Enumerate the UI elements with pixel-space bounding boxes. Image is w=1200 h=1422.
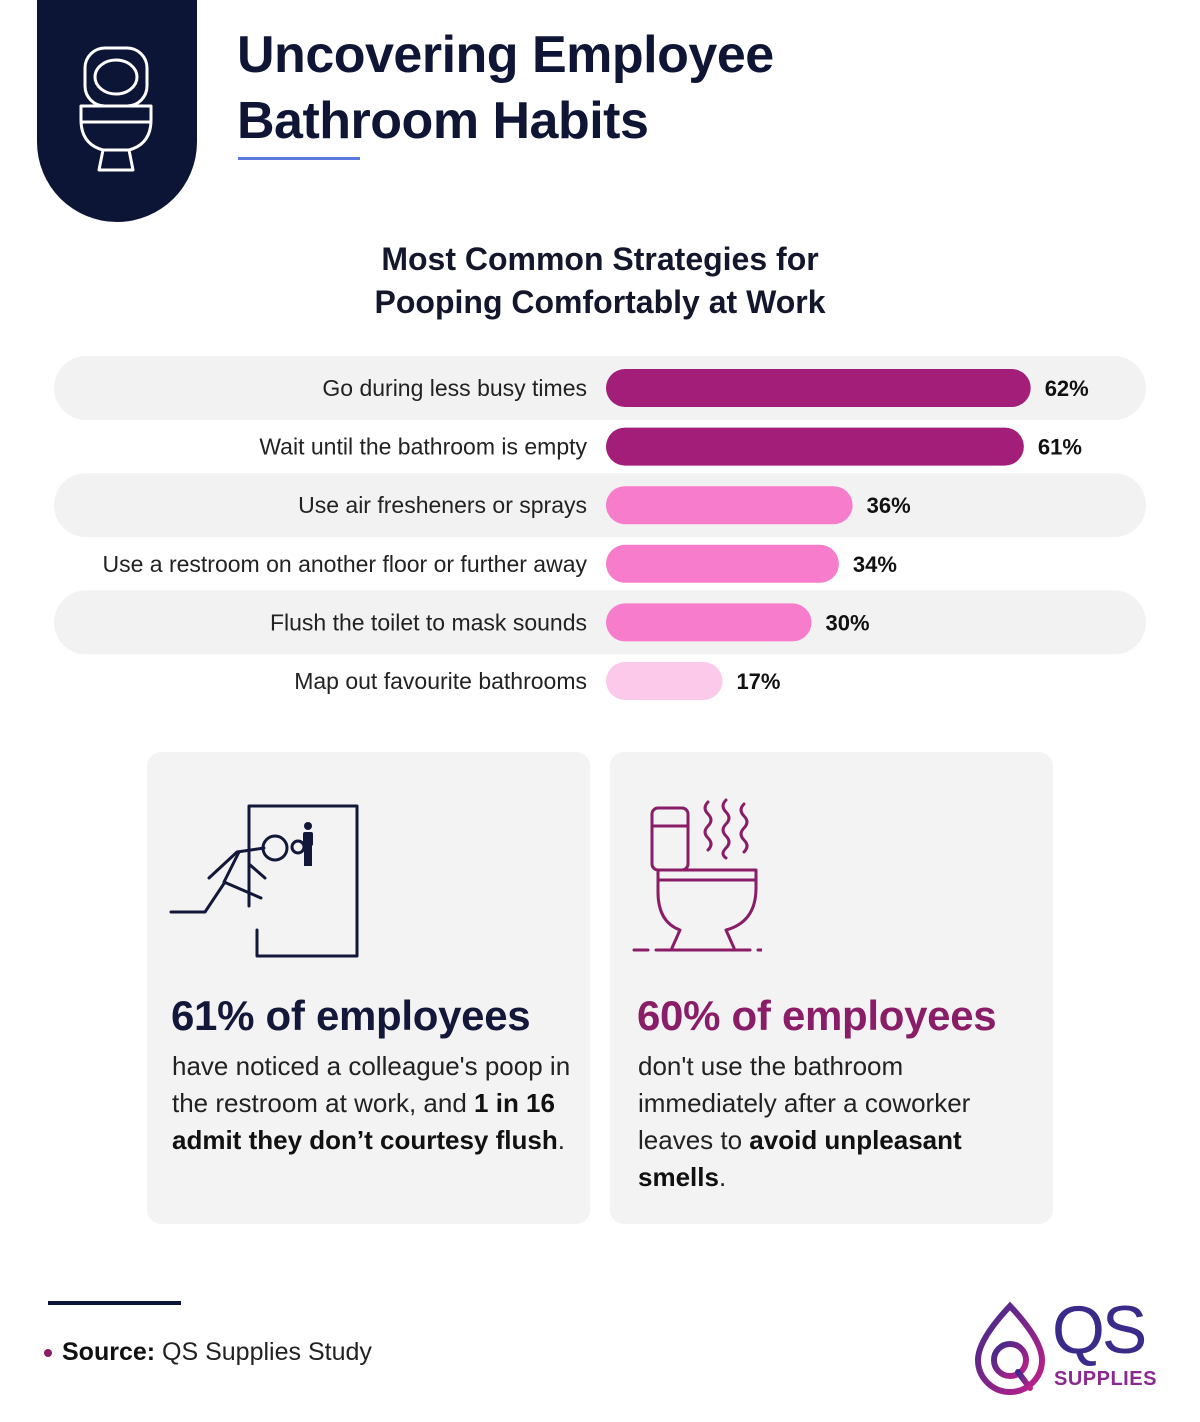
bar (606, 544, 839, 583)
bar (606, 486, 853, 525)
toilet-icon (79, 46, 153, 172)
stat-text: have noticed a colleague's poop in the r… (172, 1051, 571, 1118)
bar (606, 662, 723, 700)
bar (606, 369, 1031, 407)
source-note: Source: QS Supplies Study (44, 1338, 372, 1367)
qs-supplies-logo: QS SUPPLIES (970, 1294, 1170, 1400)
stat-text: don't use the bathroom immediately after… (638, 1051, 971, 1155)
bar-category-label: Use a restroom on another floor or furth… (102, 551, 587, 577)
title-line-1: Uncovering Employee (237, 26, 774, 84)
row-band (54, 590, 1146, 655)
bar-value-label: 62% (1045, 376, 1089, 401)
source-label: Source: (62, 1338, 156, 1366)
logo-text: QS (1052, 1292, 1147, 1368)
chart-title-line-1: Most Common Strategies for (381, 241, 819, 277)
stat-text-end: . (557, 1125, 565, 1155)
person-rushing-to-restroom-icon (169, 804, 359, 958)
stat-card-avoid-smells: 60% of employees don't use the bathroom … (610, 752, 1053, 1224)
source-text: QS Supplies Study (155, 1338, 372, 1366)
logo-subtext: SUPPLIES (1054, 1368, 1157, 1390)
bar (606, 603, 812, 642)
bar-value-label: 30% (826, 610, 870, 635)
stat-text-bold: 1 in 16 admit they don’t courtesy flush (172, 1088, 558, 1155)
page-title: Uncovering Employee Bathroom Habits (237, 22, 774, 154)
chart-title: Most Common Strategies for Pooping Comfo… (200, 238, 1000, 324)
bar-category-label: Go during less busy times (322, 375, 587, 401)
stat-text-bold: avoid unpleasant smells (638, 1125, 962, 1192)
stat-description: have noticed a colleague's poop in the r… (172, 1048, 572, 1159)
bar-category-label: Map out favourite bathrooms (294, 668, 587, 694)
bullet-dot (44, 1349, 52, 1358)
chart-title-line-2: Pooping Comfortably at Work (374, 284, 826, 320)
smelly-toilet-icon (632, 798, 762, 952)
bar-category-label: Flush the toilet to mask sounds (270, 609, 587, 635)
stat-text-end: . (718, 1162, 727, 1192)
header-icon-tab (37, 0, 197, 222)
stat-card-colleague-poop: 61% of employees have noticed a colleagu… (147, 752, 590, 1224)
bar-chart: Go during less busy times 62% Wait until t… (54, 356, 1146, 700)
stat-description: don't use the bathroom immediately after… (638, 1048, 1038, 1196)
stat-headline: 60% of employees (637, 992, 997, 1039)
droplet-logo-icon (974, 1301, 1046, 1395)
bar-value-label: 36% (867, 493, 911, 518)
row-band (54, 473, 1146, 538)
bar-value-label: 61% (1038, 435, 1082, 460)
bar-category-label: Use air fresheners or sprays (298, 492, 587, 518)
title-line-2: Bathroom Habits (237, 92, 649, 150)
source-divider (48, 1301, 181, 1305)
bar-category-label: Wait until the bathroom is empty (259, 434, 587, 460)
stat-headline: 61% of employees (171, 992, 531, 1039)
title-underline (238, 157, 360, 160)
bar (606, 427, 1024, 466)
bar-value-label: 34% (853, 552, 897, 577)
bar-value-label: 17% (736, 669, 780, 694)
